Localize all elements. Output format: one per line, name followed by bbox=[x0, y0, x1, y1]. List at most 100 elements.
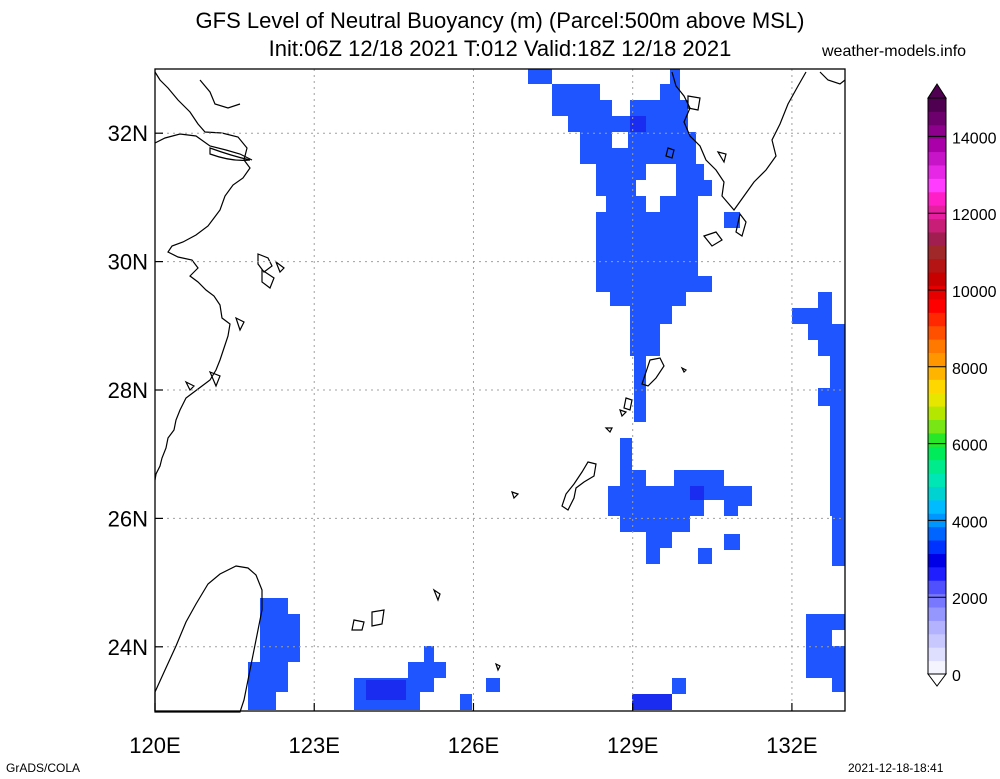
colorbar-label: 14000 bbox=[952, 130, 997, 147]
colorbar-swatch bbox=[928, 164, 946, 179]
okinawa-east-dark bbox=[690, 486, 704, 500]
ryukyu-north-dark bbox=[630, 116, 646, 132]
x-tick-label: 123E bbox=[289, 733, 340, 758]
ryukyu-north-hole bbox=[636, 164, 676, 212]
chart-title-line1: GFS Level of Neutral Buoyancy (m) (Parce… bbox=[195, 8, 805, 33]
colorbar-swatch bbox=[928, 499, 946, 514]
colorbar-swatch bbox=[928, 620, 946, 635]
colorbar-swatch bbox=[928, 218, 946, 233]
site-label: weather-models.info bbox=[822, 43, 967, 60]
colorbar-swatch bbox=[928, 566, 946, 581]
south-cell-2 bbox=[486, 678, 500, 692]
kyushu-islands bbox=[665, 95, 747, 247]
colorbar-swatch bbox=[928, 633, 946, 648]
ryukyu-okinawa bbox=[561, 461, 597, 511]
estuary-island bbox=[209, 147, 251, 161]
colorbar: 0 2000 4000 6000 8000 10000 12000 14000 bbox=[927, 83, 997, 687]
colorbar-swatch bbox=[928, 593, 946, 608]
colorbar-top-arrow bbox=[927, 83, 947, 99]
y-tick-label: 24N bbox=[108, 635, 148, 660]
south-east-cell-2 bbox=[672, 678, 686, 694]
colorbar-swatch bbox=[928, 607, 946, 621]
colorbar-swatch bbox=[928, 231, 946, 246]
colorbar-swatch bbox=[928, 553, 946, 568]
colorbar-label: 6000 bbox=[952, 438, 988, 455]
colorbar-swatch bbox=[928, 459, 946, 474]
grid-lines bbox=[155, 69, 845, 711]
buoyancy-fill-layer bbox=[248, 69, 845, 710]
ryukyu-amami bbox=[641, 357, 665, 387]
colorbar-swatch bbox=[928, 205, 946, 220]
y-tick-label: 26N bbox=[108, 506, 148, 531]
southeast-corner-region bbox=[806, 614, 845, 692]
y-tick-label: 32N bbox=[108, 121, 148, 146]
y-axis: 24N 26N 28N 30N 32N bbox=[108, 121, 163, 660]
okinawa-east-cell-2 bbox=[724, 534, 740, 550]
colorbar-swatch bbox=[928, 111, 946, 126]
colorbar-swatch bbox=[928, 660, 946, 675]
colorbar-swatch bbox=[928, 272, 946, 287]
colorbar-swatch bbox=[928, 138, 946, 153]
colorbar-bottom-arrow bbox=[927, 673, 947, 687]
south-central-region bbox=[354, 646, 446, 710]
x-tick-label: 120E bbox=[129, 733, 180, 758]
taiwan-coastline bbox=[154, 565, 263, 713]
colorbar-label: 8000 bbox=[952, 361, 988, 378]
taiwan-east-region bbox=[248, 598, 300, 710]
colorbar-swatch bbox=[928, 298, 946, 313]
x-tick-label: 132E bbox=[766, 733, 817, 758]
colorbar-label: 10000 bbox=[952, 284, 997, 301]
yangtze-estuary bbox=[154, 133, 253, 161]
y-tick-label: 28N bbox=[108, 378, 148, 403]
ryukyu-small-islands bbox=[351, 366, 688, 672]
colorbar-swatch bbox=[928, 151, 946, 166]
colorbar-swatch bbox=[928, 580, 946, 595]
colorbar-label: 12000 bbox=[952, 207, 997, 224]
japan-north-coast bbox=[819, 71, 846, 85]
ryukyu-north-plume bbox=[528, 69, 712, 422]
ryukyu-north-hole-2 bbox=[612, 132, 628, 148]
kyushu-coastline bbox=[671, 71, 807, 211]
colorbar-swatch bbox=[928, 473, 946, 487]
okinawa-east-region bbox=[608, 438, 752, 564]
colorbar-swatch bbox=[928, 325, 946, 340]
software-credit: GrADS/COLA bbox=[6, 761, 81, 775]
south-central-dark bbox=[366, 680, 406, 700]
colorbar-swatch bbox=[928, 365, 946, 380]
colorbar-swatch bbox=[928, 339, 946, 354]
y-tick-label: 30N bbox=[108, 250, 148, 275]
colorbar-swatch bbox=[928, 406, 946, 420]
okinawa-east-cell bbox=[698, 548, 712, 564]
east-edge-band bbox=[792, 292, 845, 566]
x-tick-label: 126E bbox=[448, 733, 499, 758]
colorbar-label: 2000 bbox=[952, 591, 988, 608]
coastal-islands bbox=[184, 253, 285, 392]
shoreline-north bbox=[199, 79, 241, 109]
colorbar-swatch bbox=[928, 124, 946, 139]
colorbar-swatch bbox=[928, 526, 946, 541]
colorbar-swatch bbox=[928, 392, 946, 407]
colorbar-swatch bbox=[928, 285, 946, 300]
colorbar-swatch bbox=[928, 352, 946, 367]
coastline-layer bbox=[154, 71, 846, 713]
colorbar-swatch bbox=[928, 647, 946, 662]
colorbar-swatch bbox=[928, 312, 946, 327]
x-tick-label: 129E bbox=[607, 733, 658, 758]
south-east-cell bbox=[632, 694, 672, 710]
colorbar-label: 4000 bbox=[952, 514, 988, 531]
colorbar-swatch bbox=[928, 432, 946, 447]
kyushu-small-cell bbox=[724, 212, 740, 228]
colorbar-swatch bbox=[928, 446, 946, 461]
colorbar-swatch bbox=[928, 486, 946, 501]
colorbar-swatch bbox=[928, 419, 946, 434]
colorbar-swatch bbox=[928, 98, 946, 112]
colorbar-swatch bbox=[928, 540, 946, 554]
colorbar-swatch bbox=[928, 191, 946, 206]
south-cell-1 bbox=[460, 694, 472, 710]
colorbar-swatch bbox=[928, 258, 946, 273]
colorbar-swatch bbox=[928, 178, 946, 193]
render-timestamp: 2021-12-18-18:41 bbox=[848, 761, 944, 775]
colorbar-label: 0 bbox=[952, 668, 961, 685]
southeast-corner-hole bbox=[832, 630, 845, 646]
